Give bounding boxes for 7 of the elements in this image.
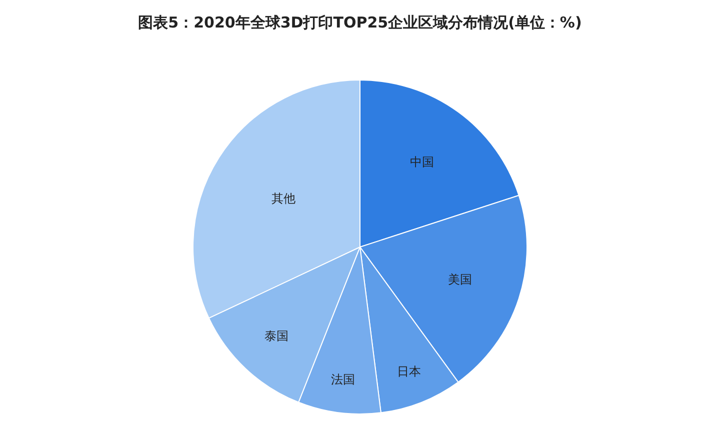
chart-title: 图表5：2020年全球3D打印TOP25企业区域分布情况(单位：%)	[138, 13, 582, 32]
slice-label: 法国	[331, 372, 356, 387]
slice-label: 泰国	[264, 328, 288, 343]
slice-label: 美国	[448, 272, 472, 286]
slice-label: 中国	[410, 154, 434, 169]
slice-label: 日本	[397, 364, 422, 378]
slice-label: 其他	[272, 191, 296, 206]
